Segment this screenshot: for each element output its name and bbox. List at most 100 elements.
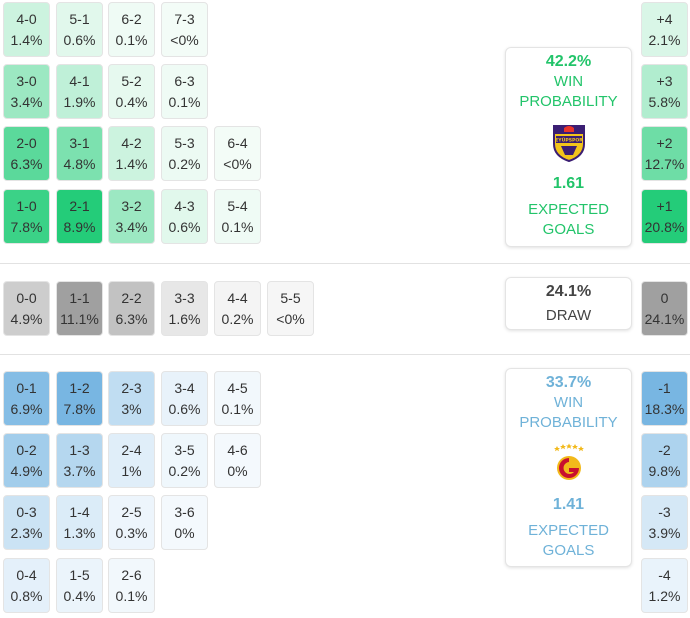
score-probability: 11.1% (60, 310, 99, 327)
goal-margin-cell: +4 2.1% (641, 2, 688, 57)
scoreline-cell: 1-3 3.7% (56, 433, 103, 488)
score-label: 4-1 (69, 72, 90, 89)
score-label: 1-2 (69, 379, 90, 396)
score-probability: 18.3% (644, 400, 685, 417)
score-probability: 1% (121, 462, 142, 479)
scoreline-cell: 3-1 4.8% (56, 126, 103, 181)
scoreline-cell: 5-2 0.4% (108, 64, 155, 119)
home-win-percentage: 42.2% (545, 53, 592, 70)
score-probability: 1.4% (10, 31, 43, 48)
score-probability: 0.1% (221, 218, 254, 235)
score-probability: 6.9% (10, 400, 43, 417)
score-label: 4-4 (227, 289, 248, 306)
scoreline-cell: 4-4 0.2% (214, 281, 261, 336)
score-probability: 0.6% (168, 218, 201, 235)
score-label: 0-4 (16, 566, 37, 583)
scoreline-cell: 4-6 0% (214, 433, 261, 488)
score-probability: 5.8% (648, 93, 681, 110)
score-label: 4-0 (16, 10, 37, 27)
scoreline-cell: 0-2 4.9% (3, 433, 50, 488)
score-label: 5-3 (174, 134, 195, 151)
score-label: -3 (658, 503, 671, 520)
goal-margin-cell: +2 12.7% (641, 126, 688, 181)
divider-draw-away (0, 354, 690, 355)
draw-percentage: 24.1% (545, 282, 592, 300)
score-probability: 3.4% (115, 218, 148, 235)
scoreline-cell: 5-1 0.6% (56, 2, 103, 57)
score-probability: 12.7% (644, 155, 685, 172)
score-probability: 4.9% (10, 310, 43, 327)
score-label: 6-3 (174, 72, 195, 89)
galatasaray-crest-icon (553, 443, 584, 480)
eyupspor-crest-icon: EYÜPSPOR (552, 125, 585, 162)
score-label: 4-3 (174, 197, 195, 214)
score-probability: 9.8% (648, 462, 681, 479)
goal-margin-cell: +3 5.8% (641, 64, 688, 119)
home-win-label: WIN PROBABILITY (519, 73, 618, 110)
goal-margin-cell: 0 24.1% (641, 281, 688, 336)
scoreline-cell: 7-3 <0% (161, 2, 208, 57)
scoreline-cell: 0-1 6.9% (3, 371, 50, 426)
score-label: 1-1 (69, 289, 90, 306)
scoreline-cell: 1-4 1.3% (56, 495, 103, 550)
score-label: +1 (656, 197, 673, 214)
score-label: -2 (658, 441, 671, 458)
home-expected-goals-value: 1.61 (552, 175, 585, 192)
goal-margin-cell: -1 18.3% (641, 371, 688, 426)
score-label: 7-3 (174, 10, 195, 27)
away-win-label: WIN PROBABILITY (519, 394, 618, 431)
score-probability: 0.2% (168, 462, 201, 479)
score-probability: 1.6% (168, 310, 201, 327)
scoreline-cell: 2-1 8.9% (56, 189, 103, 244)
scoreline-cell: 4-1 1.9% (56, 64, 103, 119)
score-label: 5-4 (227, 197, 248, 214)
goal-margin-cell: +1 20.8% (641, 189, 688, 244)
score-label: 5-5 (280, 289, 301, 306)
score-label: 4-5 (227, 379, 248, 396)
score-probability: 0.1% (221, 400, 254, 417)
score-probability: 7.8% (63, 400, 96, 417)
scoreline-cell: 6-2 0.1% (108, 2, 155, 57)
score-probability: 3.9% (648, 524, 681, 541)
score-probability: 24.1% (644, 310, 685, 327)
scoreline-cell: 2-0 6.3% (3, 126, 50, 181)
scoreline-cell: 0-3 2.3% (3, 495, 50, 550)
score-label: 1-0 (16, 197, 37, 214)
score-probability: 1.4% (115, 155, 148, 172)
score-label: 2-4 (121, 441, 142, 458)
score-label: 5-1 (69, 10, 90, 27)
score-label: +2 (656, 134, 673, 151)
score-probability: 0% (174, 524, 195, 541)
score-probability: 0.1% (168, 93, 201, 110)
score-probability: 1.2% (648, 587, 681, 604)
scoreline-cell: 0-0 4.9% (3, 281, 50, 336)
scoreline-cell: 3-6 0% (161, 495, 208, 550)
score-label: -4 (658, 566, 671, 583)
away-win-percentage: 33.7% (545, 374, 592, 391)
scoreline-cell: 3-5 0.2% (161, 433, 208, 488)
score-label: +3 (656, 72, 673, 89)
score-probability: 0.4% (63, 587, 96, 604)
score-label: 1-4 (69, 503, 90, 520)
score-probability: 6.3% (10, 155, 43, 172)
score-label: 3-3 (174, 289, 195, 306)
score-probability: 1.9% (63, 93, 96, 110)
score-probability: <0% (276, 310, 305, 327)
score-label: 4-6 (227, 441, 248, 458)
scoreline-cell: 5-4 0.1% (214, 189, 261, 244)
score-probability: 2.1% (648, 31, 681, 48)
score-label: 2-5 (121, 503, 142, 520)
score-probability: 0.8% (10, 587, 43, 604)
scoreline-cell: 1-5 0.4% (56, 558, 103, 613)
score-label: 3-1 (69, 134, 90, 151)
score-probability: 0.6% (63, 31, 96, 48)
score-probability: 4.9% (10, 462, 43, 479)
score-label: 3-2 (121, 197, 142, 214)
score-label: 0-1 (16, 379, 37, 396)
score-label: 1-3 (69, 441, 90, 458)
score-label: 6-2 (121, 10, 142, 27)
scoreline-cell: 2-3 3% (108, 371, 155, 426)
score-probability: 2.3% (10, 524, 43, 541)
score-probability: 20.8% (644, 218, 685, 235)
score-probability: 0.3% (115, 524, 148, 541)
